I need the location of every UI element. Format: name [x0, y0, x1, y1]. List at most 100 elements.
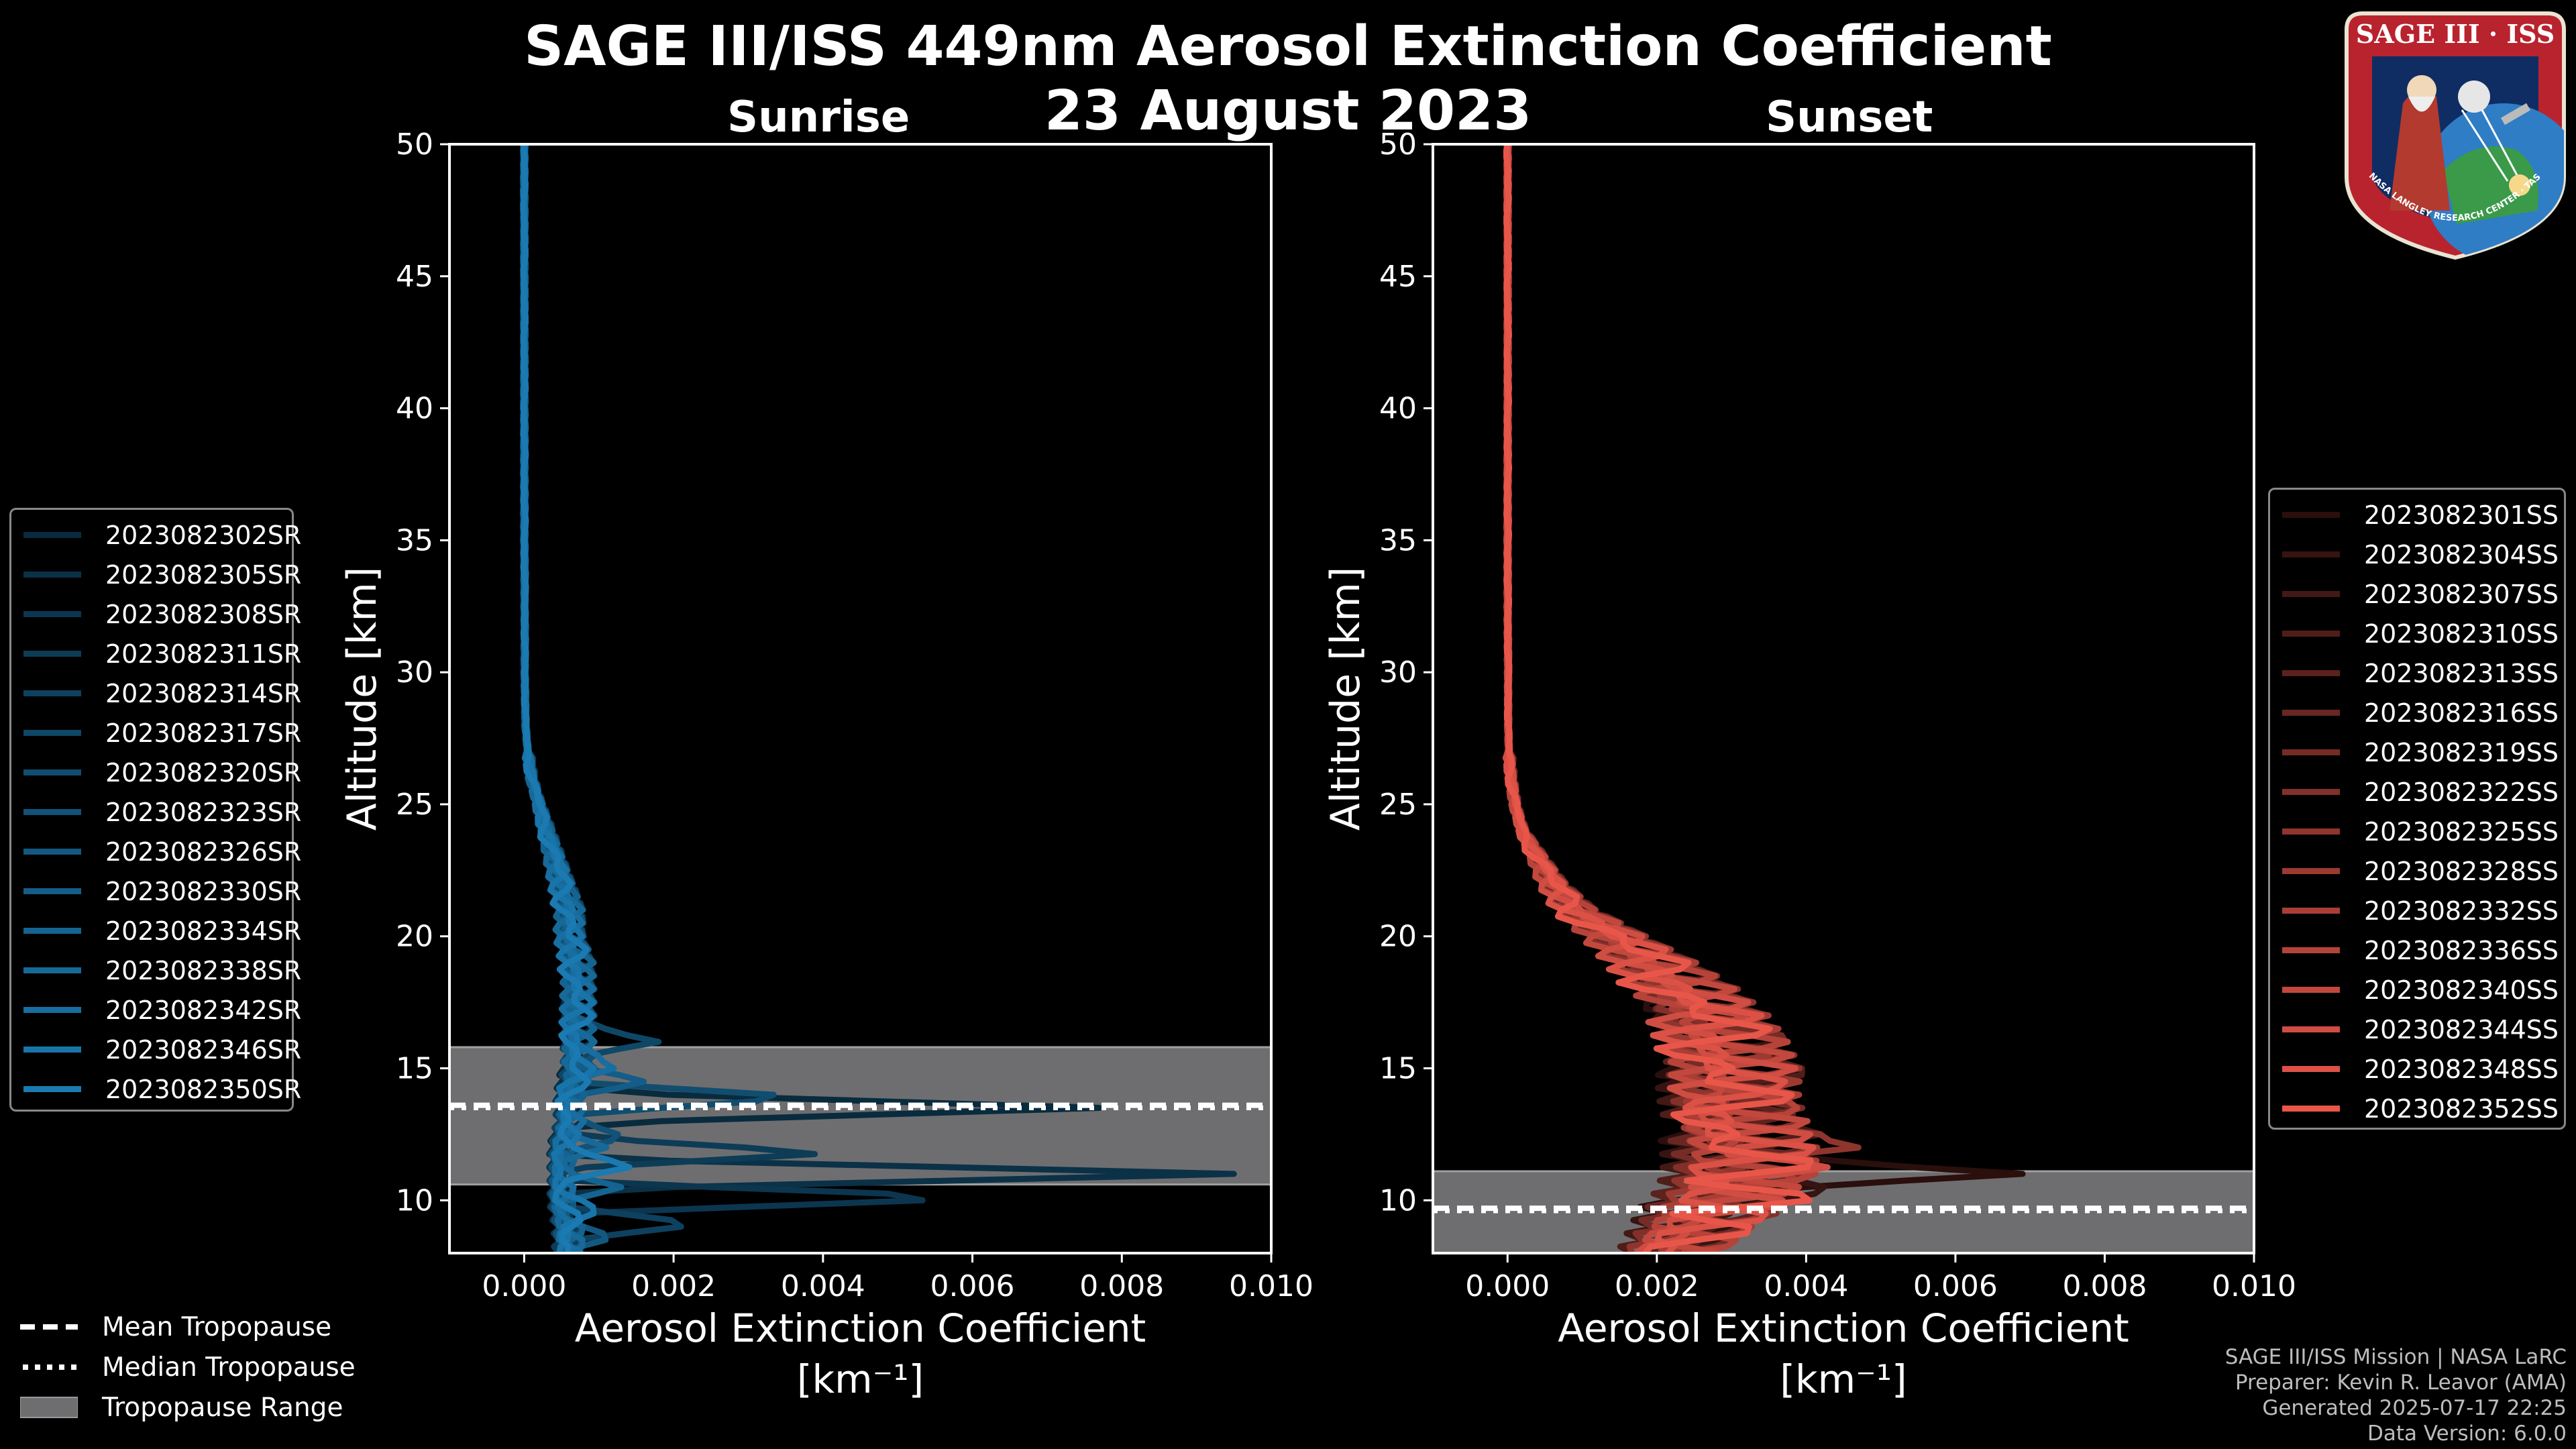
legend-label: 2023082344SS — [2364, 1014, 2559, 1044]
plot-area — [449, 144, 1271, 1253]
y-axis-label: Altitude [km] — [1322, 567, 1369, 831]
legend-swatch — [2282, 1066, 2340, 1072]
y-tick-label: 40 — [1379, 392, 1417, 426]
legend-item: 2023082307SS — [2282, 574, 2559, 614]
credits-generated: Generated 2025-07-17 22:25 — [2262, 1396, 2567, 1420]
legend-label: 2023082352SS — [2364, 1093, 2559, 1124]
legend-label: 2023082338SR — [105, 955, 302, 985]
legend-item: 2023082344SS — [2282, 1010, 2559, 1049]
legend-item: 2023082314SR — [23, 674, 301, 713]
y-tick-label: 45 — [396, 260, 433, 294]
chart-title: SAGE III/ISS 449nm Aerosol Extinction Co… — [524, 15, 2052, 78]
legend-swatch — [23, 967, 81, 973]
y-tick-label: 35 — [1379, 523, 1417, 557]
legend-label: 2023082346SR — [105, 1034, 302, 1065]
legend-swatch — [2282, 670, 2340, 676]
legend-swatch — [2282, 749, 2340, 755]
legend-label: 2023082305SR — [105, 559, 302, 590]
legend-swatch — [2282, 591, 2340, 597]
legend-label: 2023082316SS — [2364, 698, 2559, 728]
credits: SAGE III/ISS Mission | NASA LaRC Prepare… — [2225, 1344, 2567, 1446]
legend-swatch — [23, 532, 81, 538]
y-tick-label: 50 — [396, 127, 433, 162]
legend-label: 2023082301SS — [2364, 500, 2559, 530]
legend-label: 2023082322SS — [2364, 777, 2559, 807]
y-tick-label: 30 — [1379, 655, 1417, 690]
x-axis-label: Aerosol Extinction Coefficient — [575, 1305, 1146, 1351]
legend-swatch — [2282, 908, 2340, 914]
legend-item: 2023082342SR — [23, 990, 301, 1030]
legend-swatch — [23, 769, 81, 775]
legend-item: 2023082326SR — [23, 832, 301, 871]
legend-label: 2023082313SS — [2364, 658, 2559, 688]
legend-swatch — [2282, 631, 2340, 637]
range-swatch — [20, 1397, 78, 1418]
sunset-panel-title: Sunset — [1766, 93, 1933, 142]
y-tick-label: 35 — [396, 523, 433, 557]
series-line-2023082352SS — [1503, 144, 1814, 1253]
x-tick-label: 0.008 — [1079, 1269, 1164, 1303]
legend-item: 2023082328SS — [2282, 851, 2559, 891]
legend-swatch — [23, 611, 81, 617]
legend-item: 2023082334SR — [23, 911, 301, 951]
legend-item: 2023082319SS — [2282, 733, 2559, 772]
legend-swatch — [2282, 789, 2340, 795]
chart-date: 23 August 2023 — [1044, 79, 1532, 143]
legend-item: 2023082350SR — [23, 1069, 301, 1109]
legend-label: 2023082328SS — [2364, 856, 2559, 886]
legend-label: 2023082342SR — [105, 995, 302, 1025]
legend-median-tropopause: Median Tropopause — [20, 1347, 356, 1387]
legend-label: 2023082304SS — [2364, 539, 2559, 570]
legend-label: 2023082350SR — [105, 1074, 302, 1104]
legend-label: 2023082326SR — [105, 837, 302, 867]
legend-swatch — [23, 809, 81, 815]
x-axis-unit: [km⁻¹] — [797, 1356, 924, 1402]
logo-top-text: SAGE III · ISS — [2356, 19, 2555, 49]
dashed-line-swatch — [20, 1324, 78, 1330]
legend-swatch — [23, 849, 81, 855]
legend-swatch — [23, 888, 81, 894]
plot-sunset: 0.000 0.002 0.004 0.006 0.008 0.010 10 15 20 25 30… — [1322, 127, 2296, 1402]
y-tick-label: 20 — [396, 920, 433, 954]
legend-swatch — [23, 1007, 81, 1013]
y-tick-label: 25 — [396, 788, 433, 822]
legend-label: 2023082317SR — [105, 718, 302, 748]
x-tick-label: 0.006 — [1913, 1269, 1998, 1303]
series-line-2023082350SR — [520, 144, 633, 1253]
x-axis-label: Aerosol Extinction Coefficient — [1558, 1305, 2129, 1351]
credits-preparer: Preparer: Kevin R. Leavor (AMA) — [2235, 1371, 2567, 1395]
axes-frame — [448, 143, 1273, 1254]
legend-swatch — [23, 730, 81, 736]
y-tick-label: 25 — [1379, 788, 1417, 822]
y-tick-label: 30 — [396, 655, 433, 690]
x-tick-label: 0.008 — [2062, 1269, 2147, 1303]
legend-swatch — [23, 928, 81, 934]
legend-swatch — [2282, 1106, 2340, 1112]
x-tick-label: 0.006 — [930, 1269, 1015, 1303]
y-tick-label: 10 — [1379, 1183, 1417, 1218]
legend-item: 2023082304SS — [2282, 535, 2559, 574]
legend-mean-tropopause: Mean Tropopause — [20, 1307, 356, 1347]
y-tick-label: 15 — [396, 1052, 433, 1086]
x-tick-label: 0.010 — [1229, 1269, 1313, 1303]
legend-item: 2023082301SS — [2282, 495, 2559, 535]
legend-swatch — [23, 690, 81, 696]
sunrise-panel-title: Sunrise — [727, 93, 910, 142]
legend-item: 2023082311SR — [23, 634, 301, 674]
legend-swatch — [2282, 987, 2340, 993]
legend-label: 2023082330SR — [105, 876, 302, 906]
y-axis-label: Altitude [km] — [339, 567, 386, 831]
legend-swatch — [2282, 512, 2340, 518]
legend-label: 2023082348SS — [2364, 1054, 2559, 1084]
legend-tropopause-range: Tropopause Range — [20, 1387, 356, 1428]
legend-item: 2023082330SR — [23, 871, 301, 911]
legend-item: 2023082332SS — [2282, 891, 2559, 930]
legend-label: 2023082307SS — [2364, 579, 2559, 609]
credits-mission: SAGE III/ISS Mission | NASA LaRC — [2224, 1345, 2567, 1369]
legend-swatch — [2282, 710, 2340, 716]
x-tick-label: 0.004 — [1764, 1269, 1848, 1303]
tropopause-legend: Mean Tropopause Median Tropopause Tropop… — [20, 1307, 356, 1428]
x-tick-label: 0.010 — [2212, 1269, 2296, 1303]
legend-item: 2023082320SR — [23, 753, 301, 792]
